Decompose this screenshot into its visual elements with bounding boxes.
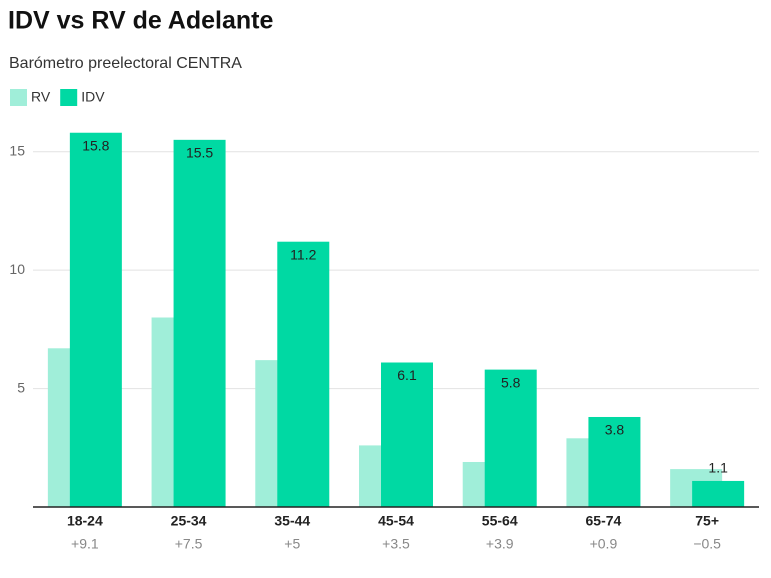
x-sublabel: +3.9 (486, 536, 514, 552)
x-sublabel: +0.9 (590, 536, 618, 552)
legend-label: RV (31, 89, 51, 105)
x-tick-label: 18-24 (67, 513, 103, 529)
y-tick-label: 5 (17, 379, 25, 395)
bar (692, 480, 745, 507)
x-sublabel: −0.5 (693, 536, 721, 552)
y-tick-label: 15 (9, 142, 25, 158)
x-sublabel: +5 (284, 536, 300, 552)
bar (588, 416, 641, 507)
x-sublabel: +7.5 (175, 536, 203, 552)
legend-swatch (10, 89, 27, 106)
chart-subtitle: Barómetro preelectoral CENTRA (9, 55, 242, 72)
legend-label: IDV (81, 89, 105, 105)
value-label: 6.1 (397, 367, 417, 383)
x-sublabel: +9.1 (71, 536, 99, 552)
x-tick-label: 65-74 (586, 513, 622, 529)
x-sublabel: +3.5 (382, 536, 410, 552)
legend-swatch (60, 89, 78, 106)
y-tick-label: 10 (9, 261, 25, 277)
value-label: 15.8 (82, 137, 109, 153)
bar (173, 139, 226, 507)
bar (69, 132, 122, 508)
bar (484, 369, 537, 507)
x-tick-label: 45-54 (378, 513, 414, 529)
bar (381, 362, 433, 507)
x-tick-label: 75+ (695, 513, 719, 529)
x-tick-label: 25-34 (171, 513, 207, 529)
value-label: 3.8 (605, 422, 625, 438)
value-label: 1.1 (708, 460, 728, 476)
chart-title: IDV vs RV de Adelante (8, 7, 273, 35)
x-tick-label: 35-44 (274, 513, 310, 529)
value-label: 11.2 (290, 246, 316, 262)
value-label: 15.5 (186, 145, 213, 161)
bar (277, 241, 330, 507)
x-tick-label: 55-64 (482, 513, 518, 529)
value-label: 5.8 (501, 374, 521, 390)
